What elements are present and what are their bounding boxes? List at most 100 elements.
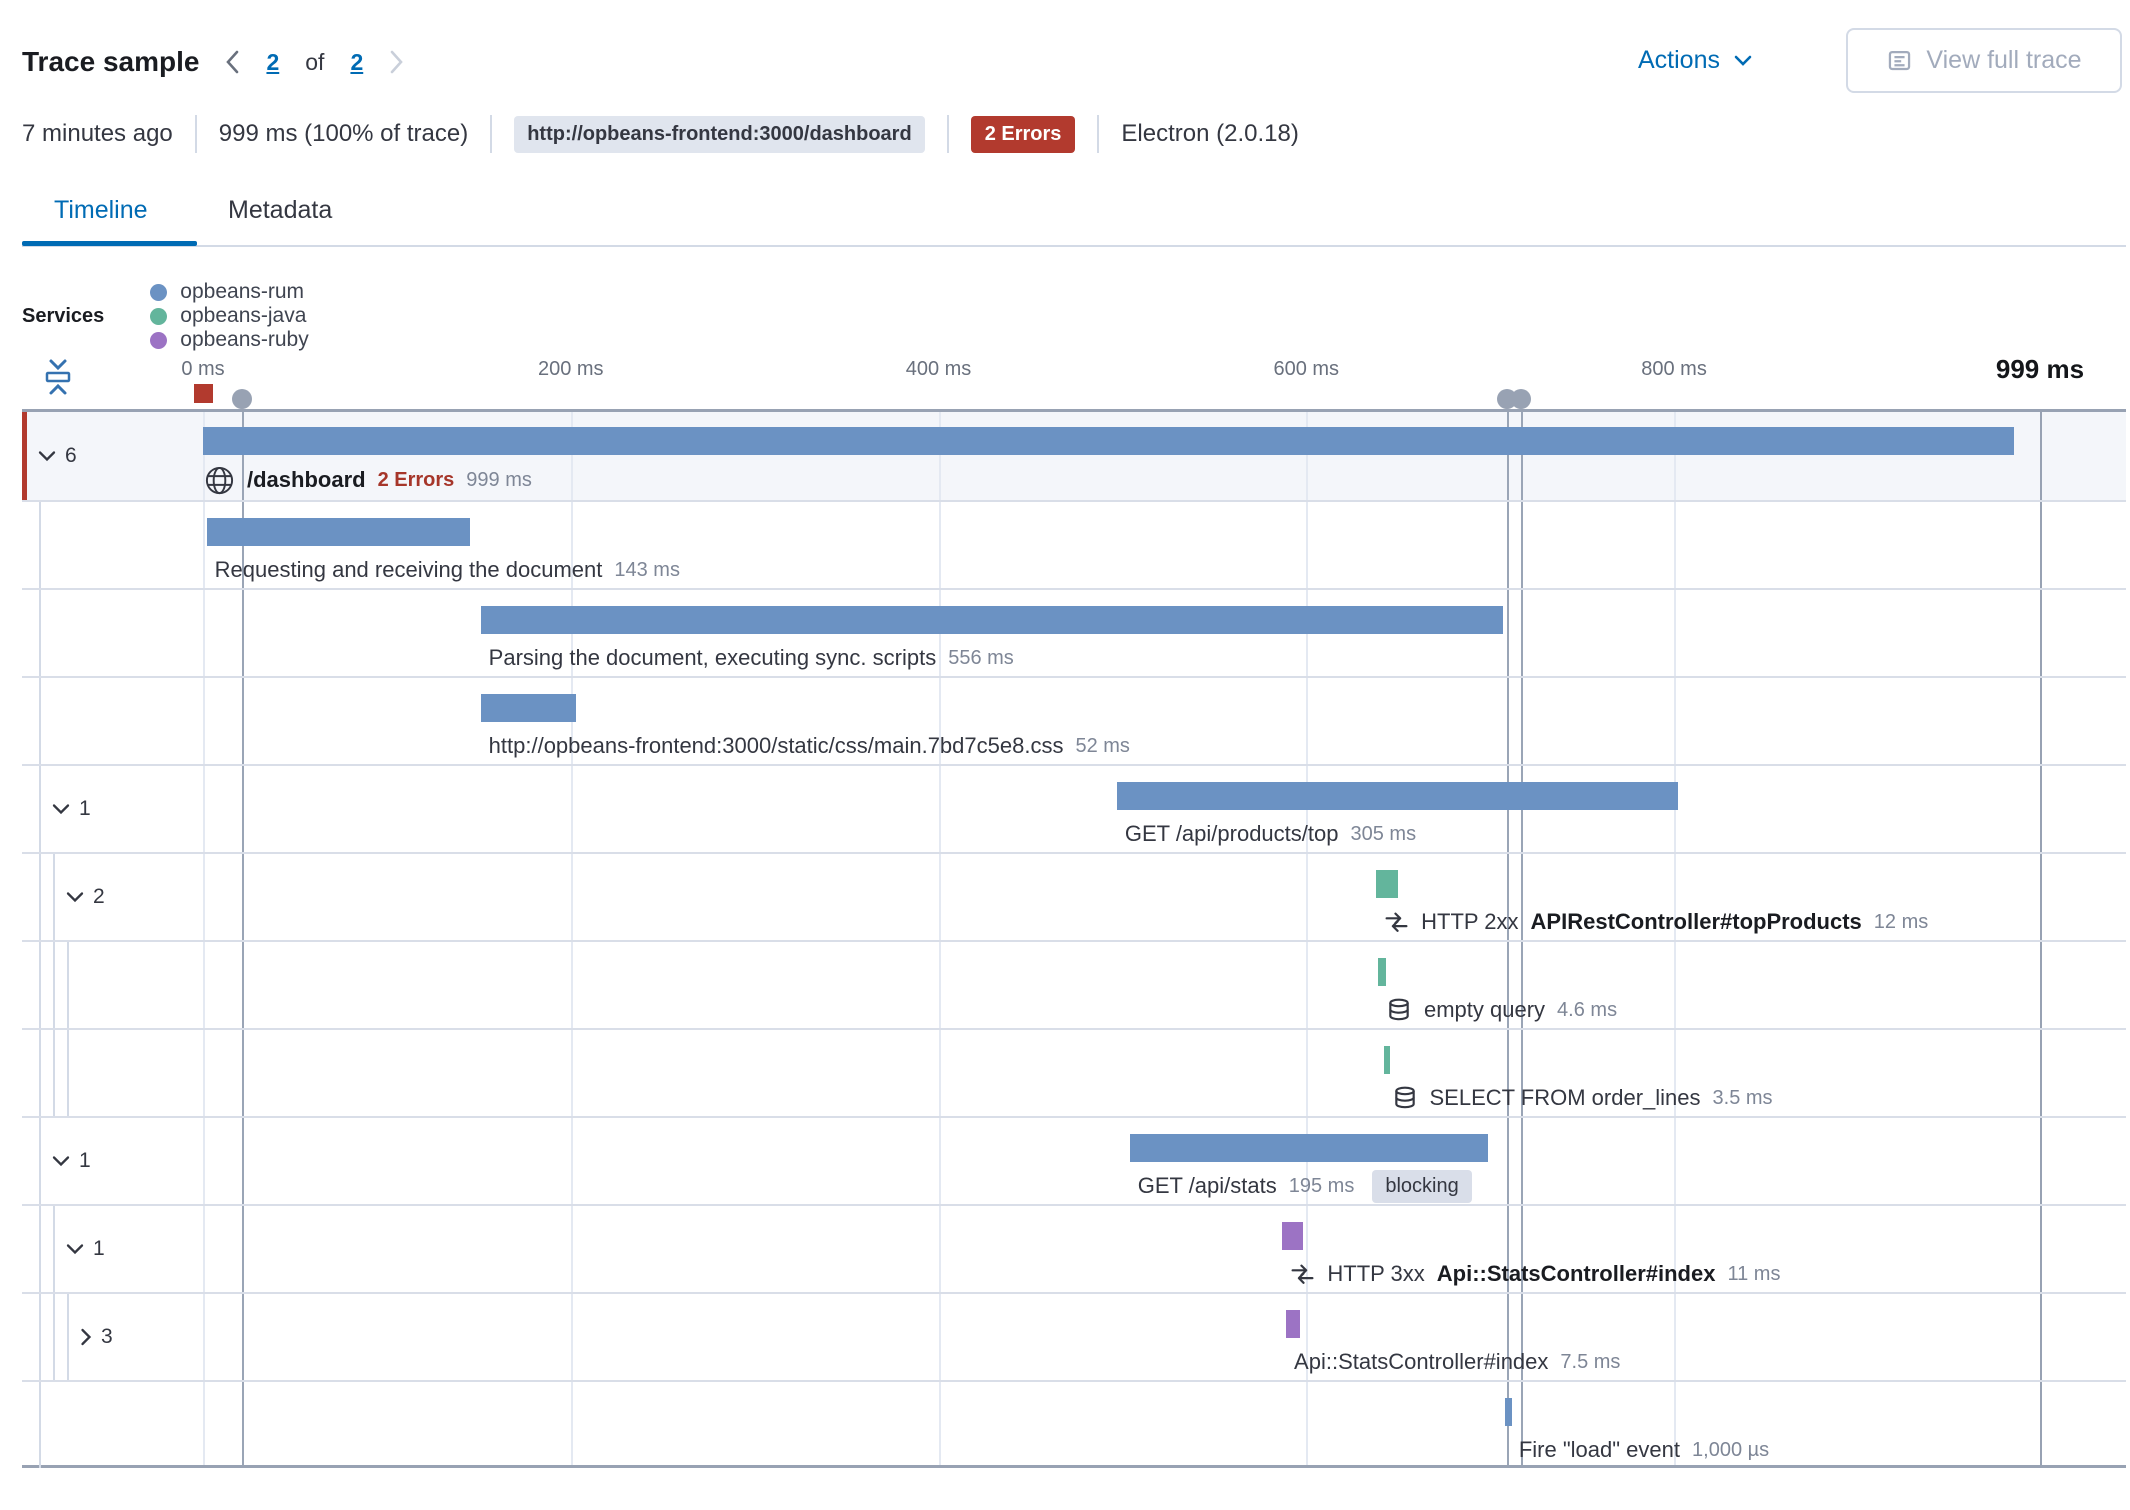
indent-guide — [39, 1382, 41, 1468]
child-count: 1 — [79, 797, 91, 820]
child-count: 1 — [79, 1149, 91, 1172]
url-badge: http://opbeans-frontend:3000/dashboard — [514, 115, 925, 153]
row-name: /dashboard — [247, 467, 366, 492]
axis-tick-label: 0 ms — [181, 358, 225, 380]
view-full-trace-button[interactable]: View full trace — [1846, 28, 2122, 93]
indent-guide — [39, 590, 41, 676]
legend-label: opbeans-ruby — [180, 328, 309, 351]
actions-label: Actions — [1638, 46, 1720, 74]
row-duration: 3.5 ms — [1712, 1086, 1773, 1109]
waterfall-row: Requesting and receiving the document 143… — [22, 500, 2126, 588]
chevron-down-icon — [38, 451, 56, 462]
legend-dot-icon — [150, 331, 168, 349]
error-mark[interactable] — [194, 384, 213, 403]
row-name: Requesting and receiving the document — [214, 557, 603, 582]
transaction-icon — [1385, 912, 1408, 932]
row-toggle-button[interactable]: 2 — [66, 885, 105, 909]
waterfall-bar-rum[interactable] — [206, 518, 470, 546]
waterfall-bar-rum[interactable] — [1504, 1398, 1512, 1426]
row-toggle-button[interactable]: 6 — [38, 444, 77, 468]
row-duration: 195 ms — [1288, 1174, 1355, 1197]
selected-row-highlight — [22, 412, 2126, 500]
row-label[interactable]: Fire "load" event 1,000 µs — [1519, 1432, 1769, 1468]
tab-timeline[interactable]: Timeline — [54, 196, 148, 224]
pagination-current[interactable]: 2 — [266, 48, 280, 75]
divider — [946, 115, 949, 153]
database-icon — [1394, 1086, 1415, 1109]
row-name: Parsing the document, executing sync. sc… — [488, 645, 937, 670]
row-name: Fire "load" event — [1518, 1437, 1681, 1462]
grid-line — [1306, 412, 1309, 1465]
axis-tick-label: 200 ms — [537, 358, 604, 380]
waterfall-bar-java[interactable] — [1376, 870, 1399, 898]
row-label[interactable]: GET /api/products/top 305 ms — [1125, 816, 1416, 852]
row-error-count: 2 Errors — [377, 468, 455, 491]
indent-guide — [39, 1118, 41, 1204]
waterfall-bar-rum[interactable] — [480, 694, 577, 722]
blocking-badge: blocking — [1372, 1169, 1472, 1203]
indent-guide — [39, 678, 41, 764]
row-name: APIRestController#topProducts — [1530, 909, 1862, 934]
indent-guide — [39, 1294, 41, 1380]
row-toggle-button[interactable]: 1 — [52, 797, 91, 821]
agent-mark-dot[interactable] — [1511, 389, 1532, 409]
waterfall-bar-java[interactable] — [1383, 1046, 1390, 1074]
document-icon — [1889, 50, 1911, 71]
trace-pagination: 2 of 2 — [225, 49, 404, 76]
tab-metadata[interactable]: Metadata — [228, 196, 333, 224]
agent-mark-dot[interactable] — [231, 389, 252, 409]
actions-menu-button[interactable]: Actions — [1638, 46, 1752, 75]
row-label[interactable]: http://opbeans-frontend:3000/static/css/… — [489, 728, 1130, 764]
row-duration: 1,000 µs — [1692, 1438, 1770, 1461]
waterfall-row: Fire "load" event 1,000 µs — [22, 1380, 2126, 1468]
row-toggle-button[interactable]: 1 — [52, 1149, 91, 1173]
services-legend: Services opbeans-rum opbeans-java opbeans-… — [22, 280, 364, 351]
trace-meta-row: 7 minutes ago 999 ms (100% of trace) htt… — [22, 112, 1299, 156]
grid-line — [1674, 412, 1677, 1465]
fold-timeline-button[interactable] — [44, 358, 72, 401]
pagination-prev-button[interactable] — [225, 49, 240, 75]
waterfall-bar-rum[interactable] — [1116, 782, 1678, 810]
indent-guide — [39, 1030, 41, 1116]
agent-mark-line — [1506, 412, 1509, 1465]
row-duration: 12 ms — [1873, 910, 1929, 933]
chevron-left-icon — [226, 50, 239, 74]
indent-guide — [67, 1030, 69, 1116]
waterfall-chart: 6/dashboard 2 Errors 999 ms Requesting and … — [22, 409, 2126, 1468]
row-label[interactable]: HTTP 3xx Api::StatsController#index 11 ms — [1290, 1256, 1780, 1292]
collapse-vertical-icon — [45, 359, 71, 395]
child-count: 2 — [93, 885, 105, 908]
row-label[interactable]: Parsing the document, executing sync. sc… — [489, 640, 1014, 676]
legend-dot-icon — [150, 283, 168, 301]
pagination-total[interactable]: 2 — [350, 48, 364, 75]
divider — [490, 115, 493, 153]
waterfall-bar-rum[interactable] — [203, 427, 2015, 455]
row-label[interactable]: /dashboard 2 Errors 999 ms — [204, 462, 532, 498]
indent-guide — [53, 942, 55, 1028]
waterfall-bar-ruby[interactable] — [1286, 1310, 1300, 1338]
indent-guide — [67, 942, 69, 1028]
waterfall-bar-java[interactable] — [1377, 958, 1387, 986]
row-label[interactable]: SELECT FROM order_lines 3.5 ms — [1392, 1080, 1773, 1116]
chevron-down-icon — [1734, 55, 1752, 66]
row-label[interactable]: Requesting and receiving the document 143… — [215, 552, 680, 588]
row-label[interactable]: empty query 4.6 ms — [1386, 992, 1617, 1028]
indent-guide — [39, 502, 41, 588]
waterfall-row: 1 GET /api/stats 195 ms blocking — [22, 1116, 2126, 1204]
waterfall-bar-ruby[interactable] — [1282, 1222, 1303, 1250]
divider — [1097, 115, 1100, 153]
waterfall-bar-rum[interactable] — [1129, 1134, 1489, 1162]
row-label[interactable]: GET /api/stats 195 ms blocking — [1138, 1168, 1472, 1204]
row-duration: 7.5 ms — [1560, 1350, 1621, 1373]
row-label[interactable]: HTTP 2xx APIRestController#topProducts 12 … — [1384, 904, 1928, 940]
waterfall-row: 6/dashboard 2 Errors 999 ms — [22, 412, 2126, 500]
row-name: Api::StatsController#index — [1294, 1349, 1549, 1374]
waterfall-row: 1 GET /api/products/top 305 ms — [22, 764, 2126, 852]
row-toggle-button[interactable]: 3 — [80, 1325, 113, 1349]
waterfall-bar-rum[interactable] — [480, 606, 1504, 634]
pagination-next-button[interactable] — [389, 49, 404, 75]
row-label[interactable]: Api::StatsController#index 7.5 ms — [1294, 1344, 1620, 1380]
row-name: empty query — [1423, 997, 1546, 1022]
row-toggle-button[interactable]: 1 — [66, 1237, 105, 1261]
